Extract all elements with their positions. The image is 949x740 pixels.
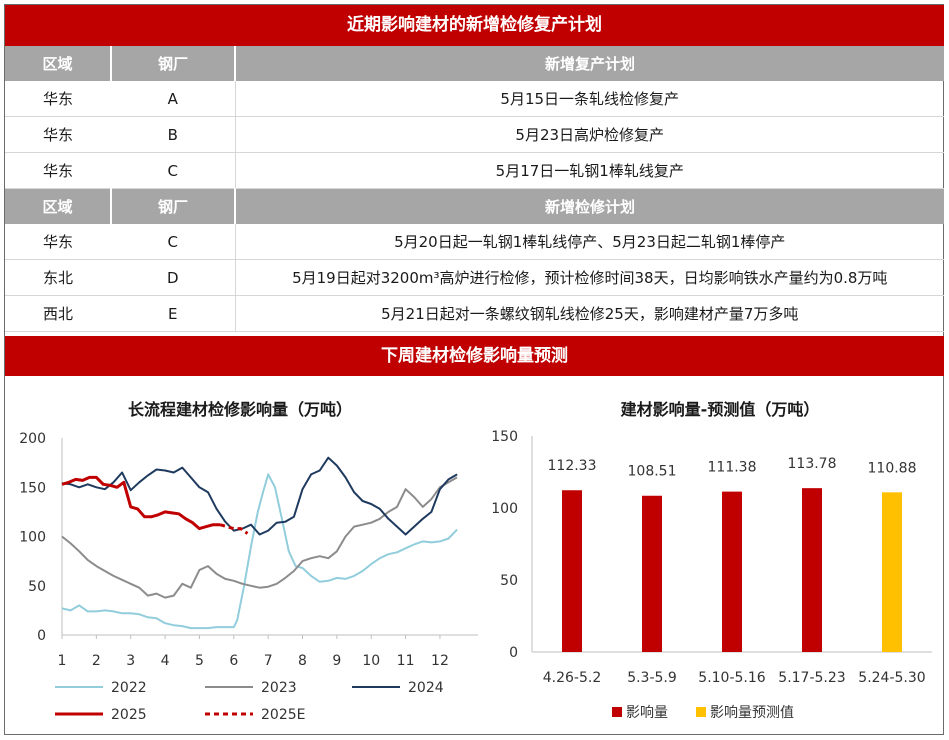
- cell-region: 华东: [5, 116, 111, 153]
- header-mill: 钢厂: [110, 188, 235, 224]
- y-tick-label: 50: [28, 579, 46, 595]
- y-tick-label: 0: [37, 628, 46, 644]
- bar-value-label: 110.88: [868, 460, 917, 476]
- x-tick-label: 9: [332, 653, 341, 669]
- cell-plan: 5月19日起对3200m³高炉进行检修，预计检修时间38天，日均影响铁水产量约为…: [234, 259, 944, 296]
- bar-value-label: 111.38: [708, 460, 757, 476]
- cell-plan: 5月23日高炉检修复产: [234, 116, 944, 153]
- table-header-row: 区域 钢厂 新增检修计划: [5, 188, 944, 224]
- cell-region: 华东: [5, 81, 111, 117]
- y-tick-label: 200: [19, 431, 46, 447]
- cell-mill: C: [111, 224, 235, 260]
- x-tick-label: 5.3-5.9: [627, 670, 677, 686]
- x-tick-label: 5.17-5.23: [778, 670, 845, 686]
- cell-mill: A: [111, 81, 235, 117]
- series-line-2025: [61, 475, 221, 531]
- series-line-2023: [61, 476, 458, 599]
- x-tick-label: 5.24-5.30: [858, 670, 925, 686]
- y-tick-label: 50: [500, 573, 518, 589]
- forecast-banner: 下周建材检修影响量预测: [5, 336, 944, 376]
- x-tick-label: 3: [126, 653, 135, 669]
- cell-mill: E: [111, 295, 235, 332]
- x-tick-label: 11: [397, 653, 415, 669]
- legend-swatch: [696, 707, 706, 717]
- plan-table: 区域 钢厂 新增复产计划 华东 A 5月15日一条轧线检修复产 华东 B 5月2…: [5, 46, 944, 332]
- bar-value-label: 113.78: [788, 456, 837, 472]
- header-plan: 新增检修计划: [234, 188, 944, 224]
- table-row: 东北 D 5月19日起对3200m³高炉进行检修，预计检修时间38天，日均影响铁…: [5, 259, 944, 296]
- table-row: 华东 A 5月15日一条轧线检修复产: [5, 81, 944, 117]
- cell-plan: 5月15日一条轧线检修复产: [234, 81, 944, 117]
- x-tick-label: 5: [195, 653, 204, 669]
- x-tick-label: 10: [362, 653, 380, 669]
- cell-plan: 5月17日一轧钢1棒轧线复产: [234, 152, 944, 189]
- bar-value-label: 112.33: [548, 458, 597, 474]
- y-tick-label: 150: [491, 429, 518, 445]
- legend-label: 2024: [408, 680, 444, 696]
- cell-mill: D: [111, 259, 235, 296]
- x-tick-label: 4: [161, 653, 170, 669]
- series-line-2025E: [219, 523, 249, 535]
- bar-value-label: 108.51: [628, 464, 677, 480]
- header-plan: 新增复产计划: [234, 46, 944, 81]
- x-tick-label: 5.10-5.16: [698, 670, 765, 686]
- table-row: 西北 E 5月21日起对一条螺纹钢轧线检修25天，影响建材产量7万多吨: [5, 295, 944, 332]
- legend-label: 影响量: [626, 705, 668, 721]
- line-chart-title: 长流程建材检修影响量（万吨）: [127, 400, 352, 419]
- legend-label: 2025: [111, 707, 147, 723]
- cell-region: 西北: [5, 295, 111, 332]
- bar: [562, 490, 582, 652]
- x-tick-label: 2: [92, 653, 101, 669]
- legend-label: 影响量预测值: [710, 705, 794, 721]
- table-row: 华东 C 5月20日起一轧钢1棒轧线停产、5月23日起二轧钢1棒停产: [5, 224, 944, 260]
- header-region: 区域: [5, 188, 111, 224]
- x-tick-label: 4.26-5.2: [543, 670, 602, 686]
- x-tick-label: 6: [229, 653, 238, 669]
- y-tick-label: 100: [491, 501, 518, 517]
- bar: [802, 488, 822, 652]
- legend-label: 2025E: [261, 707, 305, 723]
- legend-label: 2022: [111, 680, 147, 696]
- y-tick-label: 0: [509, 645, 518, 661]
- table-header-row: 区域 钢厂 新增复产计划: [5, 46, 944, 81]
- legend-swatch: [612, 707, 622, 717]
- series-line-2022: [61, 473, 458, 630]
- cell-mill: B: [111, 116, 235, 153]
- cell-plan: 5月21日起对一条螺纹钢轧线检修25天，影响建材产量7万多吨: [234, 295, 944, 332]
- y-tick-label: 150: [19, 480, 46, 496]
- table-title: 近期影响建材的新增检修复产计划: [5, 5, 944, 46]
- header-mill: 钢厂: [110, 46, 235, 81]
- header-region: 区域: [5, 46, 111, 81]
- bar: [642, 495, 662, 652]
- series-line-2024: [61, 456, 458, 536]
- bar-chart: 0 50 100 150 112.33 4.26-5.2 108.51 5.3-5.9 111.…: [491, 429, 932, 721]
- cell-region: 华东: [5, 224, 111, 260]
- cell-region: 华东: [5, 152, 111, 189]
- legend-label: 2023: [261, 680, 297, 696]
- table-row: 华东 C 5月17日一轧钢1棒轧线复产: [5, 152, 944, 189]
- x-tick-label: 7: [264, 653, 273, 669]
- x-tick-label: 1: [58, 653, 67, 669]
- x-tick-label: 8: [298, 653, 307, 669]
- y-tick-label: 100: [19, 530, 46, 546]
- cell-plan: 5月20日起一轧钢1棒轧线停产、5月23日起二轧钢1棒停产: [234, 224, 944, 260]
- cell-region: 东北: [5, 259, 111, 296]
- table-row: 华东 B 5月23日高炉检修复产: [5, 116, 944, 153]
- bar-chart-title: 建材影响量-预测值（万吨）: [620, 400, 820, 419]
- cell-mill: C: [111, 152, 235, 189]
- bar: [882, 492, 902, 652]
- bar: [722, 491, 742, 652]
- x-tick-label: 12: [431, 653, 449, 669]
